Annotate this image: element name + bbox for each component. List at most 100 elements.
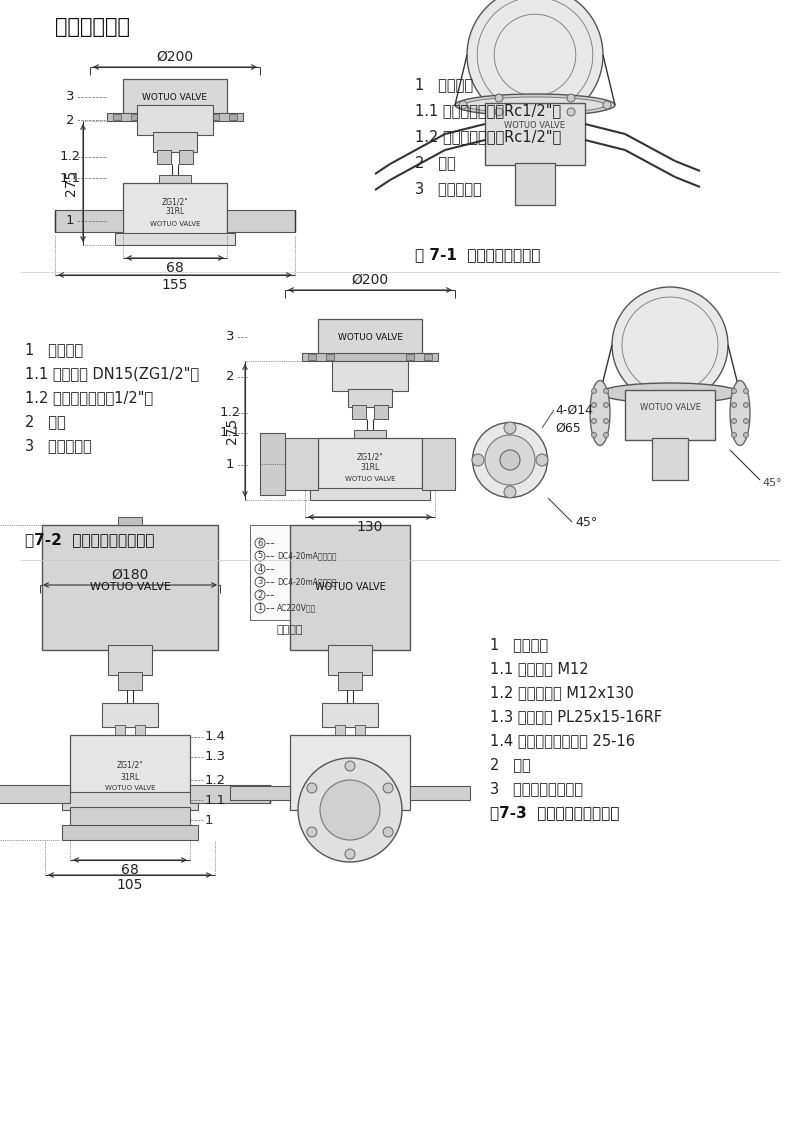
Text: 105: 105	[117, 878, 143, 892]
Circle shape	[731, 432, 737, 437]
Ellipse shape	[590, 380, 610, 446]
Bar	[113, 114, 121, 120]
Text: WOTUO VALVE: WOTUO VALVE	[314, 582, 386, 592]
Circle shape	[731, 403, 737, 407]
Bar	[190, 785, 270, 802]
Circle shape	[603, 403, 609, 407]
Text: 1: 1	[226, 459, 234, 471]
Text: 275: 275	[64, 170, 78, 196]
Text: 1.2: 1.2	[59, 151, 81, 163]
Text: Ø200: Ø200	[351, 274, 389, 287]
Circle shape	[743, 388, 749, 394]
Circle shape	[591, 419, 597, 423]
Bar	[123, 79, 227, 115]
Bar	[179, 150, 193, 163]
Text: 1: 1	[205, 814, 214, 826]
Text: 1.2 六角外丝接头（1/2"）: 1.2 六角外丝接头（1/2"）	[25, 390, 153, 405]
Bar	[137, 106, 213, 135]
Bar	[115, 233, 235, 245]
Circle shape	[495, 108, 503, 116]
Bar	[625, 390, 715, 440]
Text: 31RL: 31RL	[360, 462, 380, 471]
Circle shape	[298, 758, 402, 861]
Bar	[515, 163, 555, 205]
Bar	[157, 150, 171, 163]
Circle shape	[743, 432, 749, 437]
Text: ZG1/2": ZG1/2"	[162, 197, 188, 207]
Bar	[123, 183, 227, 235]
Ellipse shape	[455, 94, 615, 116]
Bar	[328, 645, 372, 675]
Text: 2: 2	[226, 370, 234, 384]
Bar	[108, 645, 152, 675]
Bar	[318, 438, 422, 490]
Circle shape	[504, 422, 516, 434]
Bar	[348, 389, 392, 407]
Circle shape	[383, 783, 393, 793]
Text: 1.4 法兰用非金属垫片 25-16: 1.4 法兰用非金属垫片 25-16	[490, 733, 635, 748]
Bar	[131, 114, 139, 120]
Circle shape	[320, 780, 380, 840]
Text: WOTUO VALVE: WOTUO VALVE	[90, 582, 170, 592]
Text: Ø200: Ø200	[157, 50, 194, 64]
Bar	[326, 354, 334, 360]
Text: 1.1: 1.1	[205, 793, 226, 807]
Bar	[310, 488, 430, 501]
Ellipse shape	[730, 380, 750, 446]
Text: DC4-20mA控制信号: DC4-20mA控制信号	[277, 552, 337, 561]
Text: 6: 6	[258, 538, 262, 547]
Bar	[42, 526, 218, 650]
Text: 31RL: 31RL	[120, 773, 140, 782]
Bar	[285, 438, 318, 490]
Text: 七、阀门外形: 七、阀门外形	[55, 17, 130, 37]
Bar	[62, 825, 198, 840]
Circle shape	[731, 419, 737, 423]
Bar	[55, 210, 123, 232]
Circle shape	[536, 454, 548, 466]
Text: 3: 3	[66, 91, 74, 103]
Text: 3   电子式电动执行器: 3 电子式电动执行器	[490, 782, 583, 797]
Bar	[335, 725, 345, 737]
Circle shape	[743, 403, 749, 407]
Bar	[118, 672, 142, 690]
Text: 31RL: 31RL	[166, 208, 185, 217]
Circle shape	[731, 388, 737, 394]
Circle shape	[255, 590, 265, 600]
Bar	[107, 114, 243, 121]
Text: 2: 2	[258, 590, 262, 599]
Circle shape	[255, 538, 265, 548]
Text: 1.1: 1.1	[59, 171, 81, 185]
Bar	[260, 432, 285, 495]
Text: 45°: 45°	[762, 478, 782, 488]
Circle shape	[255, 577, 265, 587]
Text: 1   阀门本体: 1 阀门本体	[25, 343, 83, 358]
Bar	[406, 354, 414, 360]
Circle shape	[743, 419, 749, 423]
Ellipse shape	[485, 435, 535, 485]
Bar	[332, 361, 408, 390]
Bar	[115, 725, 125, 737]
Bar	[153, 132, 197, 152]
Circle shape	[591, 432, 597, 437]
Text: 3   气动执行器: 3 气动执行器	[415, 182, 482, 196]
Text: 图7-2  螺纹法兰安装外形图: 图7-2 螺纹法兰安装外形图	[25, 532, 154, 547]
Bar	[485, 103, 585, 165]
Text: DC4-20mA位置反馈: DC4-20mA位置反馈	[277, 578, 337, 587]
Circle shape	[255, 550, 265, 561]
Circle shape	[459, 101, 467, 109]
Text: 1.3: 1.3	[205, 750, 226, 764]
Text: 1.4: 1.4	[205, 731, 226, 743]
Text: 1.1 六角螺纹 M12: 1.1 六角螺纹 M12	[490, 662, 589, 676]
Circle shape	[495, 94, 503, 102]
Text: WOTUO VALVE: WOTUO VALVE	[142, 92, 207, 101]
Bar	[354, 430, 386, 440]
Text: Ø180: Ø180	[111, 568, 149, 582]
Text: WOTUO VALVE: WOTUO VALVE	[505, 120, 566, 129]
Text: ZG1/2": ZG1/2"	[117, 760, 143, 770]
Bar	[338, 672, 362, 690]
Text: 68: 68	[121, 863, 139, 877]
Bar	[229, 114, 237, 120]
Text: 图7-3  对夹法兰安装外形图: 图7-3 对夹法兰安装外形图	[490, 806, 619, 821]
Text: 3: 3	[226, 330, 234, 344]
Text: ZG1/2": ZG1/2"	[357, 453, 383, 462]
